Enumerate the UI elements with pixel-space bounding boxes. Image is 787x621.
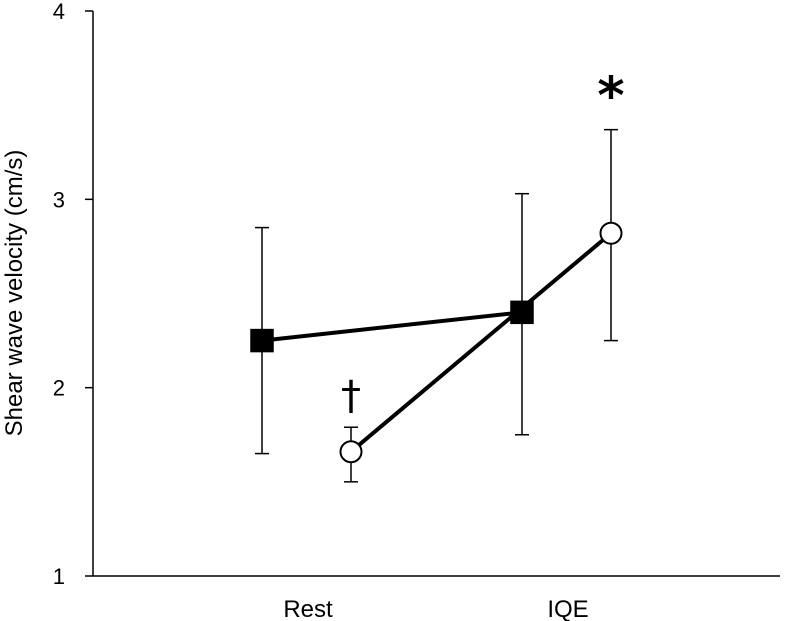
error-bars (255, 128, 618, 483)
dagger-annotation: † (341, 373, 361, 419)
series-line (349, 231, 613, 454)
y-tick-label: 2 (53, 376, 65, 401)
axes (92, 11, 780, 577)
y-tick-label: 4 (53, 0, 65, 24)
asterisk-annotation: * (597, 67, 624, 127)
data-point-square (510, 300, 534, 325)
data-point-square (250, 328, 274, 353)
x-category-label: Rest (283, 596, 333, 621)
y-tick-label: 3 (53, 187, 65, 212)
series-markers (250, 221, 623, 464)
y-ticks: 1 2 3 4 (53, 0, 93, 589)
y-tick-label: 1 (53, 564, 65, 589)
series-line (261, 310, 523, 343)
annotations: †* (341, 67, 625, 420)
series-lines (261, 231, 613, 454)
x-category-label: IQE (547, 596, 588, 621)
x-categories: Rest IQE (283, 596, 588, 621)
data-point-circle (339, 440, 363, 464)
data-point-circle (599, 221, 623, 245)
y-axis-title: Shear wave velocity (cm/s) (1, 150, 28, 437)
